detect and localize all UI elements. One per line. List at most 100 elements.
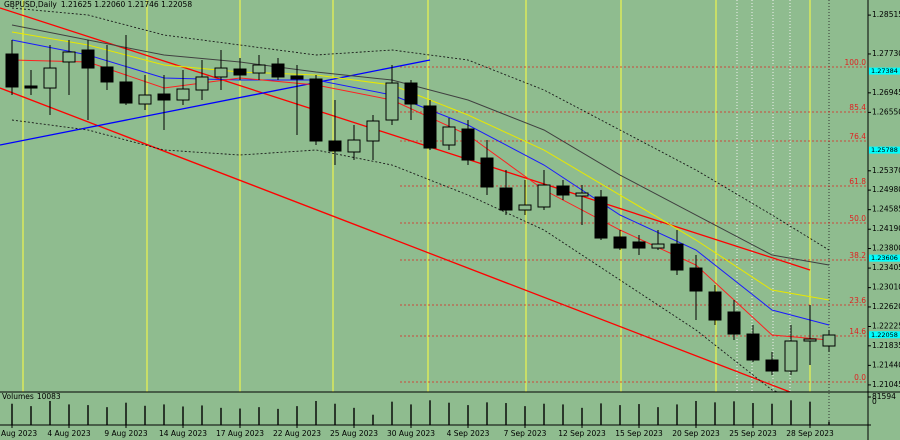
- fib-label: 50.0: [849, 214, 866, 223]
- y-tick-label: 1.23800: [872, 244, 900, 253]
- trendline: [0, 59, 431, 146]
- y-tick-label: 1.26550: [872, 107, 900, 116]
- candle-body: [575, 192, 589, 197]
- y-tick-label: 1.21045: [872, 380, 900, 389]
- candle-body: [24, 85, 38, 89]
- candle-body: [803, 338, 817, 342]
- y-tick-label: 1.22225: [872, 322, 900, 331]
- fib-label: 85.4: [849, 103, 866, 112]
- price-marker: [869, 146, 900, 154]
- price-marker: [869, 67, 900, 75]
- indicator-line: [11, 39, 830, 326]
- price-marker-label: 1.25788: [871, 146, 898, 154]
- trendline: [0, 87, 791, 392]
- y-tick-label: 1.27730: [872, 49, 900, 58]
- ohlc-values: 1.21625 1.22060 1.21746 1.22058: [61, 0, 192, 9]
- indicator-line: [11, 7, 830, 251]
- y-tick-label: 1.24585: [872, 205, 900, 214]
- candle-body: [195, 76, 209, 91]
- candle-body: [138, 94, 152, 105]
- candle-body: [746, 333, 760, 361]
- x-tick-label: 15 Sep 2023: [615, 429, 663, 438]
- x-tick-label: 22 Aug 2023: [273, 429, 321, 438]
- x-tick-label: 17 Aug 2023: [216, 429, 264, 438]
- x-tick-label: 4 Aug 2023: [47, 429, 90, 438]
- candle-body: [556, 185, 570, 196]
- candle-body: [423, 105, 437, 149]
- fib-label: 0.0: [854, 373, 866, 382]
- candle-body: [309, 78, 323, 142]
- candle-body: [271, 63, 285, 78]
- y-tick-label: 1.28515: [872, 10, 900, 19]
- plot-area: [5, 7, 868, 392]
- volume-header: Volumes 10083: [2, 392, 61, 401]
- fib-label: 61.8: [849, 177, 866, 186]
- symbol: GBPUSD,Daily: [4, 0, 57, 9]
- y-tick-label: 1.26945: [872, 88, 900, 97]
- candle-body: [442, 126, 456, 146]
- y-tick-label: 1.21835: [872, 341, 900, 350]
- candle-body: [385, 82, 399, 121]
- candle-body: [670, 243, 684, 271]
- x-tick-label: 25 Sep 2023: [729, 429, 777, 438]
- price-marker: [869, 331, 900, 339]
- candle-body: [461, 128, 475, 161]
- candle-body: [499, 187, 513, 211]
- volume-tick-label: 0: [872, 397, 877, 406]
- candle-body: [347, 139, 361, 153]
- candle-body: [537, 184, 551, 208]
- candle-body: [366, 120, 380, 142]
- candle-body: [5, 53, 19, 88]
- trendline: [0, 7, 811, 271]
- indicator-line: [11, 24, 830, 266]
- indicator-line: [11, 59, 830, 341]
- candle-body: [328, 140, 342, 152]
- candle-body: [81, 49, 95, 69]
- candle-body: [518, 204, 532, 211]
- price-marker-label: 1.23606: [871, 254, 898, 262]
- candle-body: [157, 93, 171, 101]
- candle-body: [233, 68, 247, 76]
- candle-body: [689, 267, 703, 292]
- x-tick-label: 14 Aug 2023: [159, 429, 207, 438]
- price-marker-label: 1.22058: [871, 331, 898, 339]
- candle-body: [613, 236, 627, 249]
- y-tick-label: 1.21440: [872, 360, 900, 369]
- volume-label: Volumes: [2, 392, 34, 401]
- candle-body: [119, 81, 133, 104]
- candle-body: [404, 82, 418, 105]
- x-tick-label: 7 Sep 2023: [504, 429, 547, 438]
- candle-body: [290, 75, 304, 80]
- candle-body: [727, 311, 741, 335]
- y-tick-label: 1.25370: [872, 166, 900, 175]
- candle-body: [708, 291, 722, 321]
- volume-current: 10083: [37, 392, 61, 401]
- candle-body: [480, 157, 494, 188]
- x-tick-label: 28 Sep 2023: [786, 429, 834, 438]
- x-tick-label: 25 Aug 2023: [330, 429, 378, 438]
- candle-body: [632, 241, 646, 249]
- candle-body: [62, 51, 76, 63]
- fib-label: 100.0: [845, 58, 867, 67]
- y-tick-label: 1.24190: [872, 224, 900, 233]
- candle-body: [43, 67, 57, 89]
- x-tick-label: 30 Aug 2023: [387, 429, 435, 438]
- x-tick-label: Aug 2023: [1, 429, 37, 438]
- y-tick-label: 1.23405: [872, 263, 900, 272]
- candle-body: [822, 334, 836, 347]
- x-tick-label: 20 Sep 2023: [672, 429, 720, 438]
- candle-body: [651, 243, 665, 249]
- candle-body: [594, 196, 608, 239]
- fib-label: 76.4: [849, 132, 866, 141]
- price-marker-label: 1.27384: [871, 67, 898, 75]
- candle-body: [176, 88, 190, 101]
- candle-body: [784, 340, 798, 372]
- price-marker: [869, 254, 900, 262]
- fib-label: 38.2: [849, 251, 866, 260]
- candle-body: [765, 359, 779, 372]
- candle-body: [100, 66, 114, 83]
- y-tick-label: 1.24980: [872, 185, 900, 194]
